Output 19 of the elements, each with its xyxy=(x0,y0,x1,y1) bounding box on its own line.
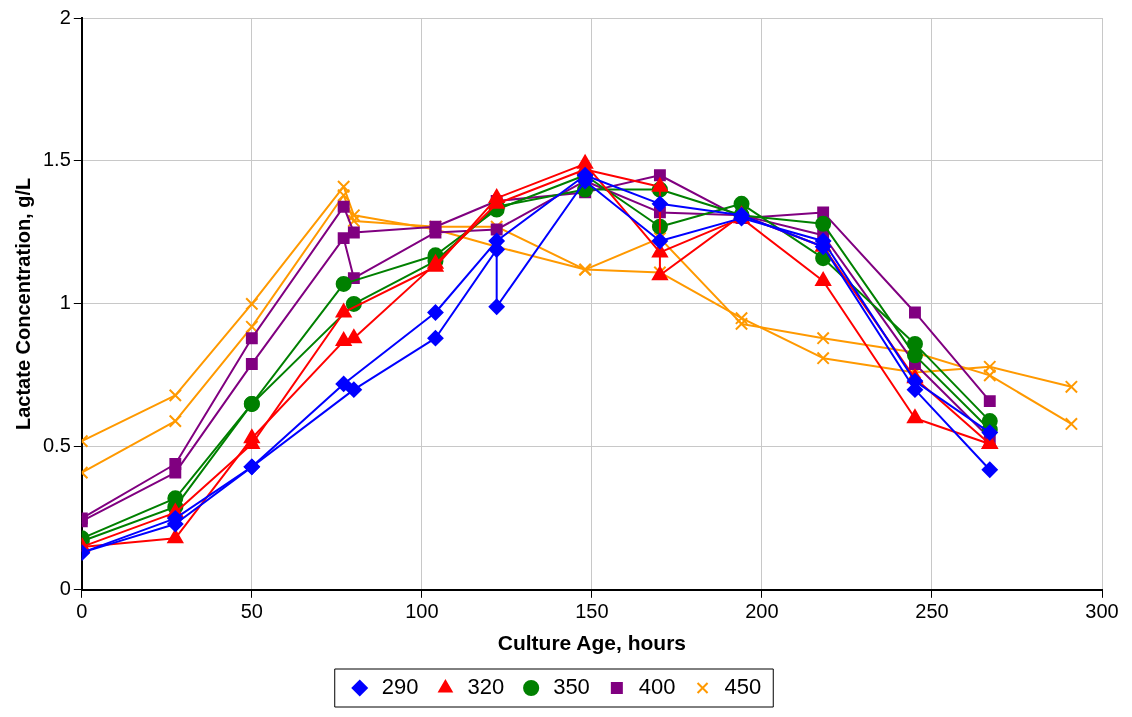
legend-label: 320 xyxy=(467,674,505,700)
x-tick-label: 300 xyxy=(1085,600,1119,623)
x-tick-label: 150 xyxy=(575,600,609,623)
x-tick-label: 0 xyxy=(76,600,88,623)
x-tick-label: 100 xyxy=(405,600,439,623)
y-axis-title: Lactate Concentration, g/L xyxy=(11,177,34,431)
x-axis-title: Culture Age, hours xyxy=(497,631,687,655)
legend-label: 290 xyxy=(381,674,419,700)
x-tick-label: 250 xyxy=(915,600,949,623)
y-tick-label: 0.5 xyxy=(42,434,71,457)
x-tick-label: 200 xyxy=(745,600,779,623)
y-tick-label: 1 xyxy=(59,291,71,314)
legend-label: 400 xyxy=(638,674,676,700)
x-tick-label: 50 xyxy=(240,600,263,623)
y-tick-label: 1.5 xyxy=(42,148,71,171)
legend-label: 450 xyxy=(724,674,762,700)
legend-label: 350 xyxy=(553,674,590,700)
y-tick-label: 0 xyxy=(59,577,71,600)
y-tick-label: 2 xyxy=(59,5,71,28)
